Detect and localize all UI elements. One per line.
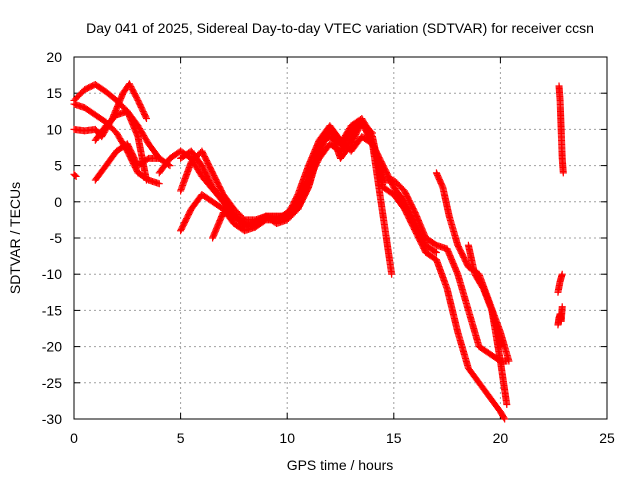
data-point [505,357,513,365]
series-track-o [555,82,567,177]
y-tick-label: 15 [46,85,62,101]
chart-title: Day 041 of 2025, Sidereal Day-to-day VTE… [86,20,594,36]
y-tick-label: -25 [42,375,62,391]
grid-lines [74,57,607,419]
data-point [155,154,163,162]
x-tick-label: 10 [279,430,295,446]
data-point [71,171,79,179]
y-tick-label: -10 [42,266,62,282]
series-track-e [70,170,80,180]
x-tick-label: 0 [70,430,78,446]
y-tick-label: 0 [54,194,62,210]
data-point [432,248,440,256]
data-point [558,303,566,311]
data-point [501,415,509,423]
series-track-n [488,306,504,351]
data-point [142,113,150,121]
y-tick-label: 10 [46,121,62,137]
y-tick-label: -30 [42,411,62,427]
data-point [388,270,396,278]
data-point [496,343,504,351]
data-points [70,80,567,423]
data-point [142,176,150,184]
data-point [500,414,508,422]
series-track-k [209,118,396,278]
x-tick-label: 20 [493,430,509,446]
x-tick-label: 5 [177,430,185,446]
x-axis-label: GPS time / hours [287,457,394,473]
data-point [558,270,566,278]
series-track-p [554,270,566,296]
y-axis-label: SDTVAR / TECUs [7,182,23,294]
data-point [503,401,511,409]
data-point [142,115,150,123]
y-tick-label: -20 [42,339,62,355]
data-point [155,180,163,188]
y-tick-label: -15 [42,302,62,318]
data-point [72,172,80,180]
x-tick-label: 25 [599,430,615,446]
data-point [431,248,439,256]
x-tick-label: 15 [386,430,402,446]
series-track-q [554,303,566,329]
series-track-g [155,122,440,256]
y-tick-label: 5 [54,158,62,174]
y-tick-label: 20 [46,49,62,65]
data-point [559,169,567,177]
axis-ticks: 0 5 10 15 20 25 -30 -25 -20 -15 -10 -5 0 5 10 15 20 [42,49,615,446]
y-tick-label: -5 [50,230,63,246]
series-track-f [91,107,150,184]
